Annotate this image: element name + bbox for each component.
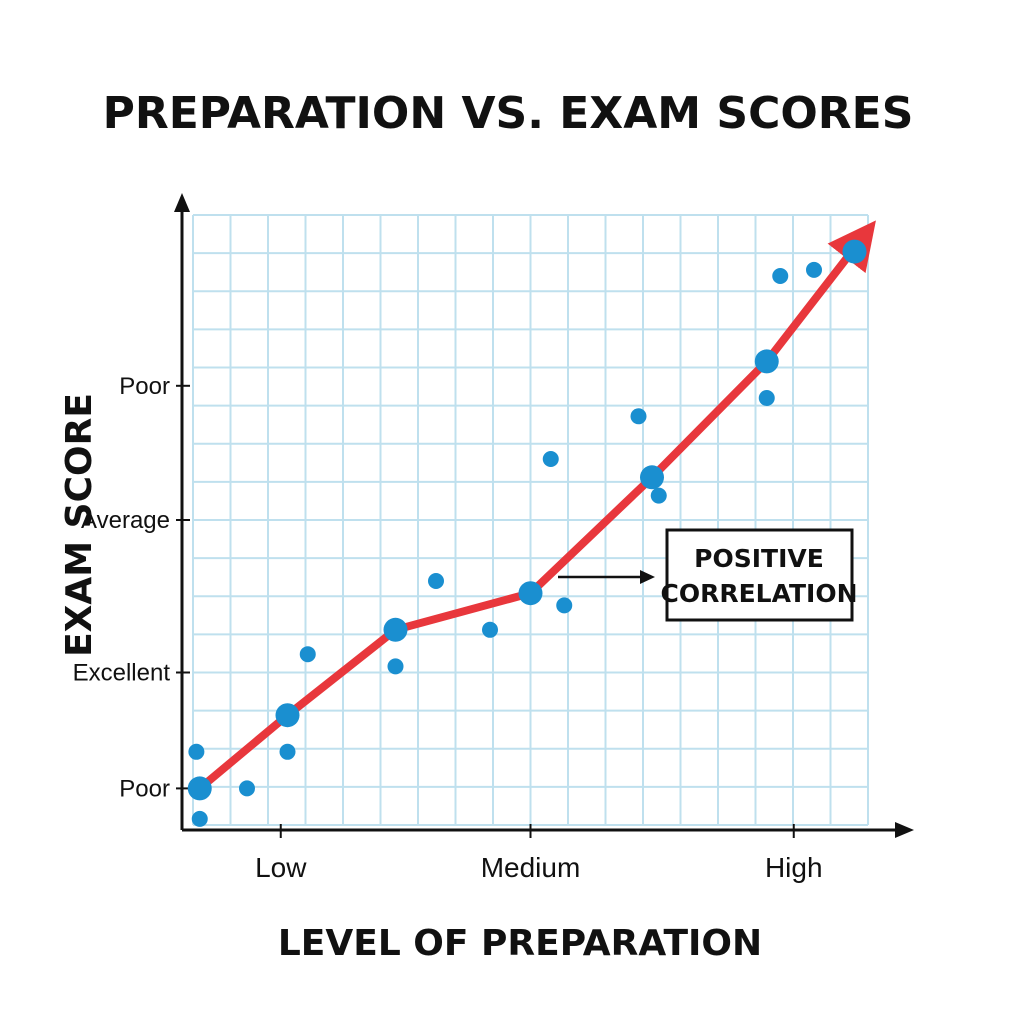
data-point xyxy=(239,780,255,797)
x-axis-arrow-icon xyxy=(895,822,914,838)
x-tick-label: High xyxy=(765,852,823,883)
x-tick-label: Medium xyxy=(481,852,581,883)
data-point-highlight xyxy=(275,703,300,728)
y-tick-label: Excellent xyxy=(73,660,171,687)
x-tick-label: Low xyxy=(255,852,307,883)
data-point xyxy=(542,451,559,467)
data-point xyxy=(772,268,789,284)
y-tick-label: Poor xyxy=(119,373,170,400)
data-point-highlight xyxy=(842,239,867,264)
data-point-highlight xyxy=(754,349,779,374)
data-point xyxy=(482,621,498,638)
annotation-box xyxy=(665,528,854,622)
y-axis-title: EXAM SCORE xyxy=(59,393,100,657)
annotation: POSITIVE CORRELATION xyxy=(558,528,858,622)
data-point xyxy=(299,646,316,663)
data-point xyxy=(806,261,822,278)
annotation-arrow-icon xyxy=(640,570,655,584)
annotation-line-2: CORRELATION xyxy=(660,579,857,608)
data-point xyxy=(191,810,208,827)
data-point xyxy=(650,487,667,504)
chart-title: PREPARATION VS. EXAM SCORES xyxy=(103,88,914,139)
data-point xyxy=(279,743,296,760)
data-point xyxy=(758,390,775,406)
data-point xyxy=(630,408,647,425)
y-axis-arrow-icon xyxy=(174,193,190,212)
data-point xyxy=(556,597,573,614)
y-tick-label: Poor xyxy=(119,775,170,802)
data-point-highlight xyxy=(640,465,664,490)
y-tick-label: Average xyxy=(81,507,170,534)
data-point xyxy=(188,743,205,760)
data-point xyxy=(428,573,444,589)
x-axis-title: LEVEL OF PREPARATION xyxy=(278,923,762,964)
data-points xyxy=(187,239,867,827)
data-point-highlight xyxy=(518,581,543,606)
data-point xyxy=(387,658,404,675)
axes xyxy=(174,193,914,838)
data-point-highlight xyxy=(383,617,408,642)
grid xyxy=(192,214,869,826)
data-point-highlight xyxy=(187,776,212,801)
ticks: Poor Excellent Average Poor Low Medium High xyxy=(73,373,823,883)
annotation-line-1: POSITIVE xyxy=(694,544,824,573)
